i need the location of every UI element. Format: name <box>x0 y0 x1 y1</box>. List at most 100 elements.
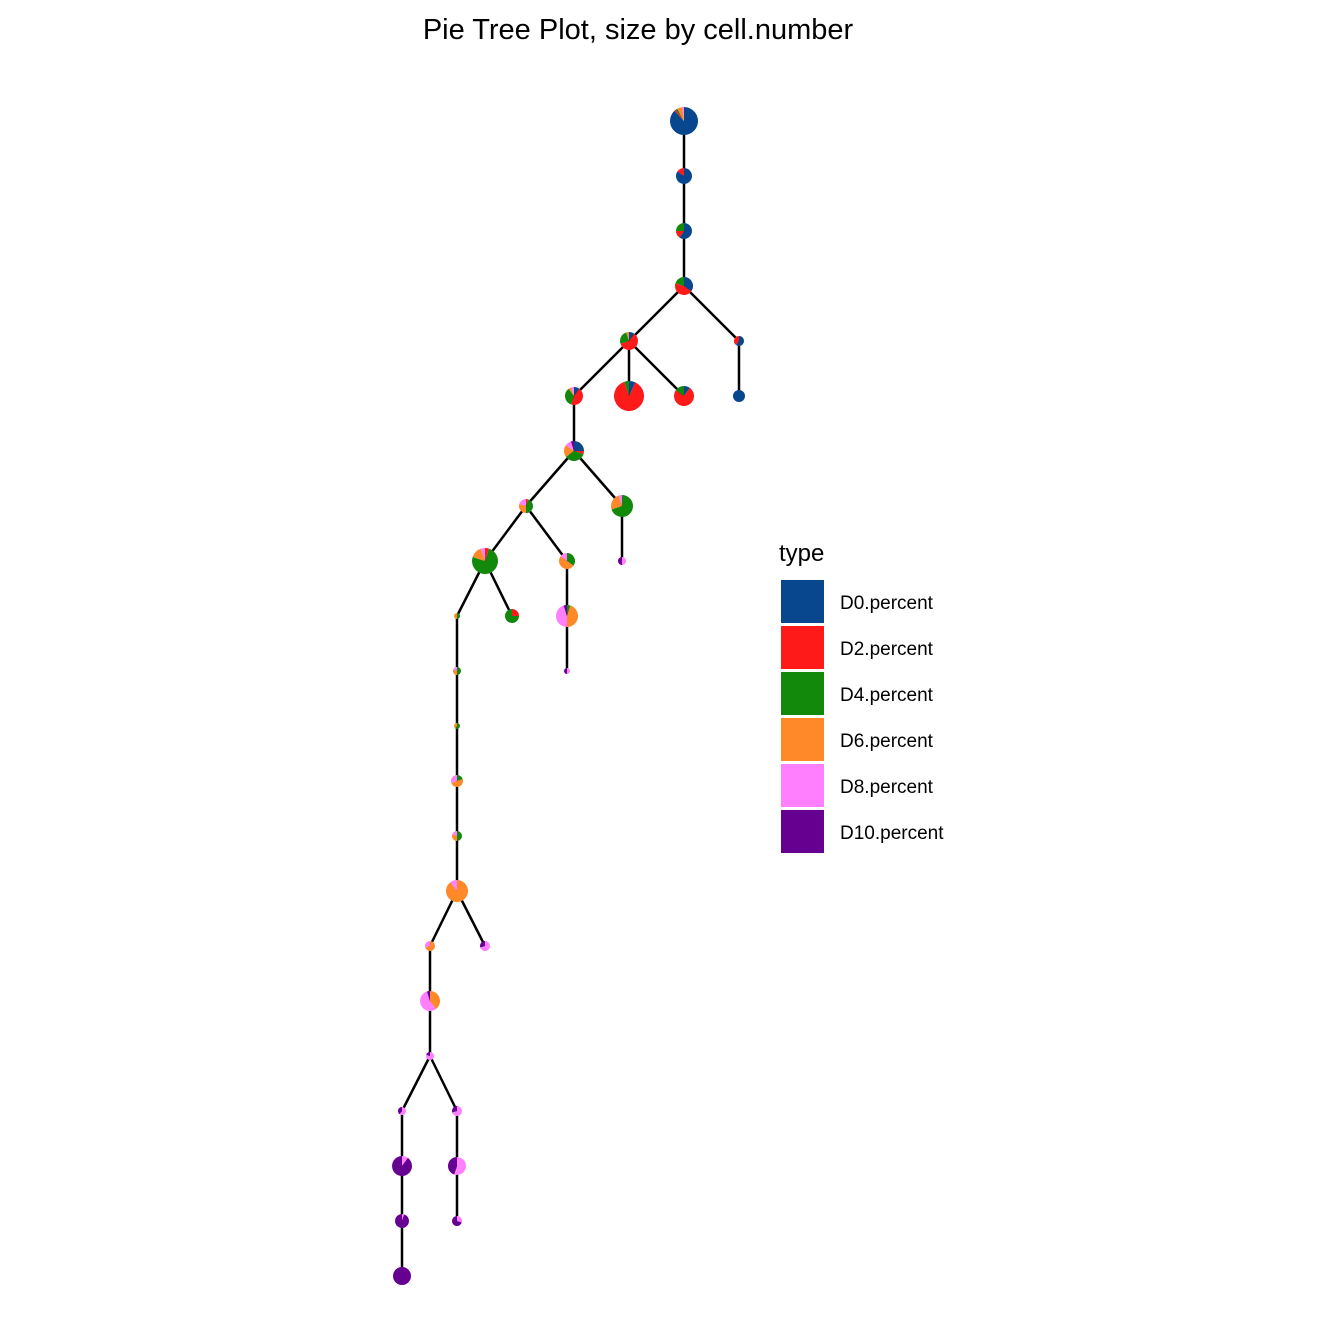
tree-edge <box>524 505 569 562</box>
pie-slice <box>567 605 578 627</box>
pie-node <box>394 1214 409 1229</box>
pie-slice <box>453 669 457 675</box>
tree-edge <box>400 1055 432 1112</box>
pie-slice <box>505 609 519 623</box>
pie-slice <box>611 495 622 510</box>
pie-slice <box>559 556 574 569</box>
pie-node <box>454 613 460 619</box>
pie-node <box>448 1157 467 1175</box>
tree-nodes <box>392 107 745 1285</box>
pie-slice <box>674 387 695 407</box>
pie-slice <box>472 548 485 561</box>
pie-slice <box>567 605 571 616</box>
pie-slice <box>676 223 684 231</box>
pie-slice <box>734 336 739 346</box>
pie-slice <box>454 613 457 619</box>
legend-label: D8.percent <box>840 777 934 798</box>
tree-edge <box>428 1055 459 1112</box>
legend-title: type <box>779 540 824 567</box>
pie-slice <box>452 1216 462 1226</box>
pie-slice <box>560 553 567 561</box>
pie-node <box>669 107 698 136</box>
pie-slice <box>571 388 583 405</box>
pie-node <box>556 605 578 627</box>
pie-slice <box>567 668 570 674</box>
pie-slice <box>425 941 435 951</box>
tree-edge <box>683 285 740 342</box>
pie-slice <box>425 941 430 948</box>
pie-node <box>451 1106 462 1116</box>
pie-slice <box>620 332 629 344</box>
pie-slice <box>620 333 638 351</box>
pie-slice <box>629 381 636 396</box>
pie-slice <box>393 1267 411 1285</box>
tree-edge <box>573 340 630 397</box>
pie-node <box>733 390 745 402</box>
legend-label: D4.percent <box>840 685 934 706</box>
pie-node <box>426 1052 434 1060</box>
pie-slice <box>736 336 744 346</box>
pie-slice <box>618 557 622 565</box>
pie-slice <box>733 390 745 402</box>
pie-slice <box>626 332 629 341</box>
legend-label: D2.percent <box>840 639 934 660</box>
pie-slice <box>453 667 457 671</box>
pie-slice <box>568 387 574 396</box>
pie-node <box>480 941 490 951</box>
legend-label: D6.percent <box>840 731 934 752</box>
legend-items: D0.percent D2.percent D4.percent D6.percent… <box>781 580 944 853</box>
pie-node <box>675 277 693 295</box>
pie-node <box>451 775 463 787</box>
pie-node <box>425 941 435 951</box>
pie-slice <box>565 441 574 451</box>
pie-slice <box>402 1214 405 1221</box>
legend-swatch <box>781 580 824 623</box>
pie-slice <box>430 991 441 1010</box>
pie-slice <box>457 831 462 841</box>
tree-edge <box>628 285 685 342</box>
pie-node <box>419 991 441 1012</box>
legend-label: D10.percent <box>840 823 944 844</box>
pie-node <box>734 336 744 346</box>
pie-slice <box>480 548 485 561</box>
pie-slice <box>565 451 584 461</box>
pie-node <box>676 223 692 239</box>
pie-slice <box>614 381 645 411</box>
chart-title: Pie Tree Plot, size by cell.number <box>423 14 854 46</box>
pie-slice <box>574 387 580 396</box>
tree-edge <box>628 340 685 397</box>
pie-slice <box>677 168 684 176</box>
pie-slice <box>574 451 584 455</box>
pie-slice <box>480 941 485 948</box>
pie-slice <box>611 495 634 517</box>
pie-slice <box>519 499 526 506</box>
legend-swatch <box>781 672 824 715</box>
pie-slice <box>426 1052 430 1056</box>
pie-node <box>452 1216 463 1226</box>
pie-node <box>676 168 692 184</box>
pie-slice <box>677 107 684 121</box>
pie-slice <box>480 941 490 951</box>
pie-slice <box>451 775 457 783</box>
pie-slice <box>682 107 684 121</box>
pie-slice <box>622 557 626 565</box>
pie-slice <box>565 388 574 405</box>
pie-slice <box>618 495 622 506</box>
pie-node <box>611 495 634 517</box>
pie-node <box>505 609 519 623</box>
pie-slice <box>426 991 430 1001</box>
pie-slice <box>457 613 460 619</box>
pie-node <box>454 723 460 729</box>
legend-swatch <box>781 718 824 761</box>
legend-swatch <box>781 626 824 669</box>
pie-slice <box>556 605 567 627</box>
pie-slice <box>629 332 635 341</box>
pie-slice <box>455 723 460 729</box>
legend: type D0.percent D2.percent D4.percent D6.pe… <box>779 540 944 853</box>
pie-node <box>564 668 570 674</box>
legend-label: D0.percent <box>840 593 934 614</box>
pie-slice <box>512 609 519 616</box>
tree-edge <box>573 450 623 507</box>
pie-node <box>453 667 461 675</box>
